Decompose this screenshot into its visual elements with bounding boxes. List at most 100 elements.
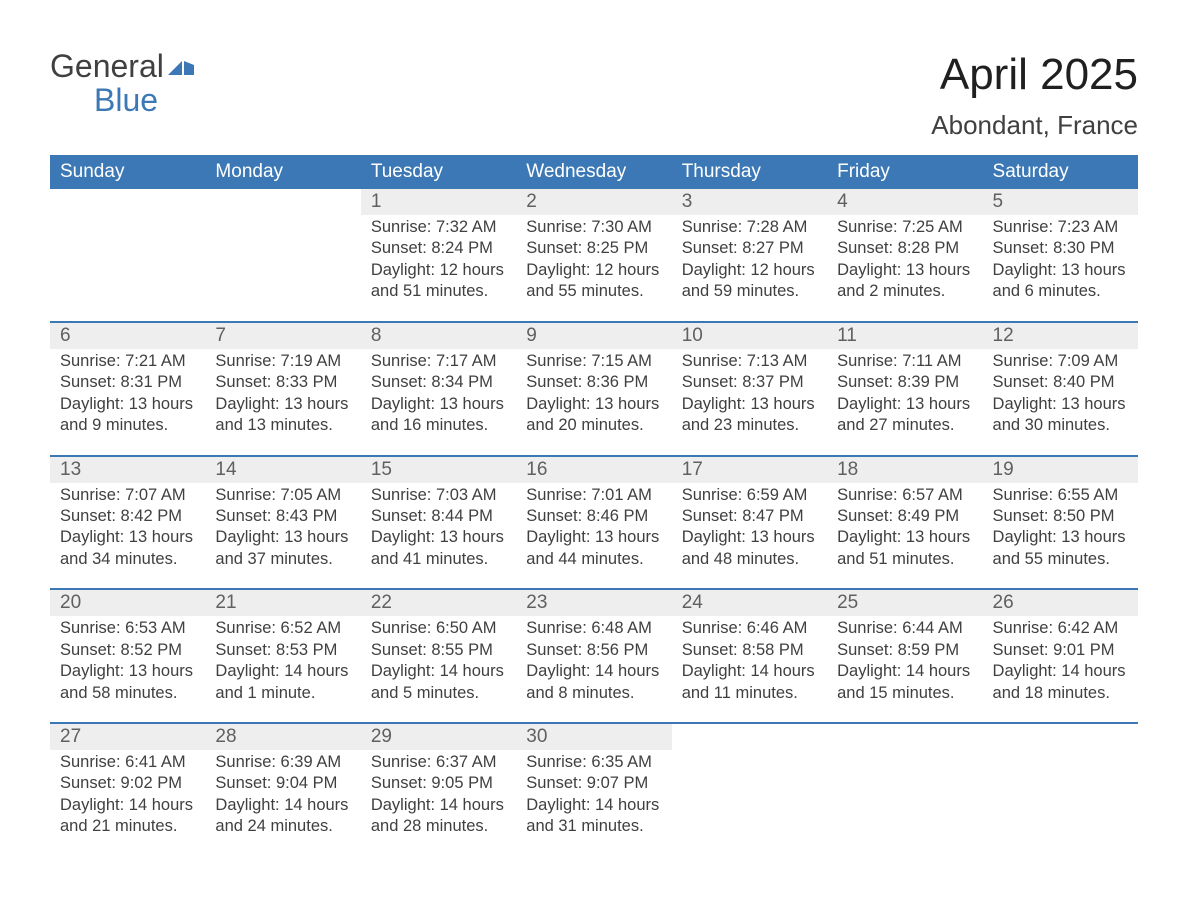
day-line: Daylight: 14 hours: [215, 661, 350, 682]
day-line: Daylight: 14 hours: [215, 795, 350, 816]
day-line: Sunset: 8:39 PM: [837, 372, 972, 393]
day-line: Daylight: 13 hours: [682, 394, 817, 415]
day-number: 22: [361, 590, 516, 616]
day-number: [672, 724, 827, 750]
month-title: April 2025: [931, 50, 1138, 100]
day-line: Sunrise: 6:39 AM: [215, 752, 350, 773]
day-line: and 9 minutes.: [60, 415, 195, 436]
day-line: Sunset: 8:52 PM: [60, 640, 195, 661]
day-line: Daylight: 13 hours: [60, 661, 195, 682]
day-cell: Sunrise: 6:55 AMSunset: 8:50 PMDaylight:…: [983, 483, 1138, 589]
day-line: Sunrise: 7:21 AM: [60, 351, 195, 372]
day-line: Sunrise: 6:57 AM: [837, 485, 972, 506]
day-line: Sunset: 8:42 PM: [60, 506, 195, 527]
logo-text-blue: Blue: [94, 84, 158, 118]
day-body-row: Sunrise: 7:32 AMSunset: 8:24 PMDaylight:…: [50, 215, 1138, 321]
day-line: and 59 minutes.: [682, 281, 817, 302]
day-number: 30: [516, 724, 671, 750]
day-line: Sunrise: 6:55 AM: [993, 485, 1128, 506]
day-line: and 23 minutes.: [682, 415, 817, 436]
day-line: Daylight: 14 hours: [837, 661, 972, 682]
day-number: 8: [361, 323, 516, 349]
day-line: Daylight: 13 hours: [526, 394, 661, 415]
day-line: Daylight: 13 hours: [837, 260, 972, 281]
day-line: Daylight: 14 hours: [682, 661, 817, 682]
day-number: 18: [827, 457, 982, 483]
day-line: Sunset: 8:28 PM: [837, 238, 972, 259]
location-title: Abondant, France: [931, 110, 1138, 141]
day-line: Daylight: 14 hours: [371, 661, 506, 682]
day-line: and 51 minutes.: [371, 281, 506, 302]
day-line: Sunrise: 6:50 AM: [371, 618, 506, 639]
day-cell: Sunrise: 7:25 AMSunset: 8:28 PMDaylight:…: [827, 215, 982, 321]
day-line: Daylight: 13 hours: [526, 527, 661, 548]
day-line: and 34 minutes.: [60, 549, 195, 570]
day-line: and 2 minutes.: [837, 281, 972, 302]
day-line: Sunset: 9:05 PM: [371, 773, 506, 794]
day-number: 11: [827, 323, 982, 349]
day-line: Sunrise: 7:17 AM: [371, 351, 506, 372]
day-number: 29: [361, 724, 516, 750]
day-line: Sunrise: 7:09 AM: [993, 351, 1128, 372]
day-line: Sunrise: 7:32 AM: [371, 217, 506, 238]
day-number: 28: [205, 724, 360, 750]
day-line: Sunset: 8:53 PM: [215, 640, 350, 661]
day-cell: Sunrise: 7:05 AMSunset: 8:43 PMDaylight:…: [205, 483, 360, 589]
day-line: Daylight: 13 hours: [682, 527, 817, 548]
day-line: Sunrise: 6:52 AM: [215, 618, 350, 639]
day-number: 2: [516, 189, 671, 215]
day-line: Sunset: 8:30 PM: [993, 238, 1128, 259]
day-number: 26: [983, 590, 1138, 616]
day-line: Daylight: 14 hours: [60, 795, 195, 816]
day-line: Daylight: 14 hours: [526, 661, 661, 682]
day-number: [50, 189, 205, 215]
day-cell: Sunrise: 6:53 AMSunset: 8:52 PMDaylight:…: [50, 616, 205, 722]
day-line: and 30 minutes.: [993, 415, 1128, 436]
day-number: 19: [983, 457, 1138, 483]
daynum-row: 12345: [50, 189, 1138, 215]
day-line: Daylight: 14 hours: [371, 795, 506, 816]
day-line: Sunrise: 7:25 AM: [837, 217, 972, 238]
logo-flag-icon: [168, 50, 194, 84]
day-line: and 51 minutes.: [837, 549, 972, 570]
day-line: Sunrise: 6:59 AM: [682, 485, 817, 506]
page-header: General Blue April 2025 Abondant, France: [50, 50, 1138, 141]
day-cell: Sunrise: 7:07 AMSunset: 8:42 PMDaylight:…: [50, 483, 205, 589]
day-line: Daylight: 14 hours: [993, 661, 1128, 682]
logo: General Blue: [50, 50, 194, 117]
day-cell: [983, 750, 1138, 856]
day-line: Sunrise: 6:53 AM: [60, 618, 195, 639]
day-line: Sunset: 8:49 PM: [837, 506, 972, 527]
day-line: and 48 minutes.: [682, 549, 817, 570]
day-line: and 8 minutes.: [526, 683, 661, 704]
day-line: Sunrise: 6:42 AM: [993, 618, 1128, 639]
day-line: Sunrise: 7:28 AM: [682, 217, 817, 238]
day-number: 10: [672, 323, 827, 349]
daynum-row: 20212223242526: [50, 590, 1138, 616]
title-block: April 2025 Abondant, France: [931, 50, 1138, 141]
day-line: and 41 minutes.: [371, 549, 506, 570]
day-cell: Sunrise: 7:21 AMSunset: 8:31 PMDaylight:…: [50, 349, 205, 455]
day-line: Sunrise: 7:15 AM: [526, 351, 661, 372]
day-line: Sunset: 8:31 PM: [60, 372, 195, 393]
day-line: and 18 minutes.: [993, 683, 1128, 704]
day-number: 4: [827, 189, 982, 215]
day-cell: Sunrise: 7:28 AMSunset: 8:27 PMDaylight:…: [672, 215, 827, 321]
day-line: and 6 minutes.: [993, 281, 1128, 302]
day-cell: Sunrise: 7:03 AMSunset: 8:44 PMDaylight:…: [361, 483, 516, 589]
day-line: and 16 minutes.: [371, 415, 506, 436]
day-line: Sunset: 9:01 PM: [993, 640, 1128, 661]
day-cell: Sunrise: 6:57 AMSunset: 8:49 PMDaylight:…: [827, 483, 982, 589]
day-cell: Sunrise: 6:44 AMSunset: 8:59 PMDaylight:…: [827, 616, 982, 722]
day-number: 15: [361, 457, 516, 483]
day-number: 20: [50, 590, 205, 616]
day-number: [983, 724, 1138, 750]
day-line: Sunset: 8:27 PM: [682, 238, 817, 259]
day-line: Daylight: 12 hours: [371, 260, 506, 281]
day-line: Daylight: 13 hours: [215, 394, 350, 415]
day-line: Daylight: 13 hours: [993, 260, 1128, 281]
day-line: and 28 minutes.: [371, 816, 506, 837]
day-line: Sunrise: 7:05 AM: [215, 485, 350, 506]
day-line: Sunset: 8:50 PM: [993, 506, 1128, 527]
day-line: and 44 minutes.: [526, 549, 661, 570]
